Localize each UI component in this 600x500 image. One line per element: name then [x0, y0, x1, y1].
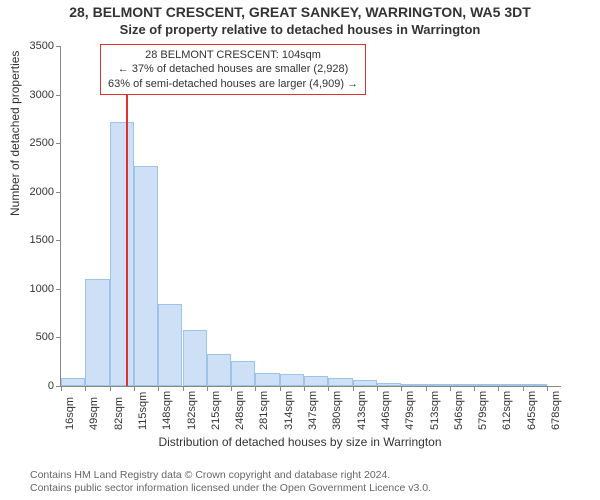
xtick-mark	[255, 386, 256, 391]
x-axis-label: Distribution of detached houses by size …	[0, 435, 600, 449]
histogram-bar	[377, 383, 401, 386]
histogram-bar	[328, 378, 352, 386]
xtick-label: 678sqm	[550, 391, 562, 430]
xtick-label: 82sqm	[113, 397, 125, 430]
histogram-bar	[158, 304, 182, 386]
xtick-mark	[231, 386, 232, 391]
ytick-label: 3000	[4, 89, 54, 101]
histogram-bar	[255, 373, 279, 386]
histogram-bar	[61, 378, 85, 386]
xtick-label: 579sqm	[477, 391, 489, 430]
xtick-mark	[280, 386, 281, 391]
xtick-label: 215sqm	[210, 391, 222, 430]
annotation-line2: ← 37% of detached houses are smaller (2,…	[108, 62, 358, 76]
ytick-mark	[56, 192, 61, 193]
histogram-bar	[474, 384, 498, 386]
xtick-label: 148sqm	[161, 391, 173, 430]
histogram-bar	[450, 384, 474, 386]
xtick-mark	[183, 386, 184, 391]
histogram-bar	[523, 384, 547, 386]
histogram-bar	[110, 122, 134, 386]
xtick-mark	[426, 386, 427, 391]
xtick-mark	[110, 386, 111, 391]
histogram-bar	[280, 374, 304, 386]
xtick-mark	[474, 386, 475, 391]
chart-title-main: 28, BELMONT CRESCENT, GREAT SANKEY, WARR…	[0, 4, 600, 20]
xtick-label: 413sqm	[356, 391, 368, 430]
annotation-line1: 28 BELMONT CRESCENT: 104sqm	[108, 48, 358, 62]
chart-title-sub: Size of property relative to detached ho…	[0, 22, 600, 37]
xtick-mark	[523, 386, 524, 391]
xtick-label: 513sqm	[429, 391, 441, 430]
xtick-mark	[547, 386, 548, 391]
footer-line2: Contains public sector information licen…	[30, 482, 431, 496]
ytick-mark	[56, 240, 61, 241]
xtick-label: 347sqm	[307, 391, 319, 430]
ytick-mark	[56, 143, 61, 144]
xtick-mark	[498, 386, 499, 391]
footer: Contains HM Land Registry data © Crown c…	[30, 469, 431, 496]
xtick-mark	[207, 386, 208, 391]
xtick-label: 546sqm	[453, 391, 465, 430]
ytick-label: 0	[4, 380, 54, 392]
footer-line1: Contains HM Land Registry data © Crown c…	[30, 469, 431, 483]
ytick-mark	[56, 289, 61, 290]
xtick-mark	[328, 386, 329, 391]
histogram-bar	[304, 376, 328, 386]
xtick-mark	[158, 386, 159, 391]
xtick-label: 314sqm	[283, 391, 295, 430]
histogram-bar	[85, 279, 109, 386]
xtick-mark	[304, 386, 305, 391]
chart-container: 28, BELMONT CRESCENT, GREAT SANKEY, WARR…	[0, 0, 600, 500]
xtick-label: 479sqm	[404, 391, 416, 430]
xtick-label: 248sqm	[234, 391, 246, 430]
ytick-label: 2500	[4, 137, 54, 149]
ytick-label: 1000	[4, 283, 54, 295]
plot-region	[60, 46, 561, 387]
ytick-mark	[56, 95, 61, 96]
ytick-mark	[56, 46, 61, 47]
histogram-bar	[134, 166, 158, 386]
histogram-bar	[498, 384, 522, 386]
xtick-mark	[401, 386, 402, 391]
ytick-label: 2000	[4, 186, 54, 198]
xtick-mark	[377, 386, 378, 391]
xtick-label: 115sqm	[137, 392, 149, 430]
xtick-mark	[61, 386, 62, 391]
xtick-mark	[450, 386, 451, 391]
annotation-line3: 63% of semi-detached houses are larger (…	[108, 77, 358, 91]
xtick-label: 612sqm	[501, 391, 513, 430]
annotation-box: 28 BELMONT CRESCENT: 104sqm ← 37% of det…	[100, 44, 366, 95]
xtick-mark	[85, 386, 86, 391]
histogram-bar	[401, 384, 425, 386]
xtick-label: 49sqm	[88, 397, 100, 430]
histogram-bar	[207, 354, 231, 386]
histogram-bar	[183, 330, 207, 386]
ytick-mark	[56, 337, 61, 338]
xtick-label: 380sqm	[331, 391, 343, 430]
histogram-bar	[231, 361, 255, 386]
xtick-mark	[134, 386, 135, 391]
ytick-label: 1500	[4, 234, 54, 246]
ytick-label: 500	[4, 331, 54, 343]
histogram-bar	[353, 380, 377, 386]
xtick-label: 281sqm	[258, 391, 270, 430]
histogram-bar	[426, 384, 450, 386]
xtick-label: 645sqm	[526, 391, 538, 430]
chart-area: 28 BELMONT CRESCENT: 104sqm ← 37% of det…	[60, 46, 560, 386]
xtick-label: 182sqm	[186, 391, 198, 430]
ytick-label: 3500	[4, 40, 54, 52]
xtick-label: 446sqm	[380, 391, 392, 430]
xtick-mark	[353, 386, 354, 391]
xtick-label: 16sqm	[64, 397, 76, 430]
property-marker-line	[126, 46, 128, 386]
